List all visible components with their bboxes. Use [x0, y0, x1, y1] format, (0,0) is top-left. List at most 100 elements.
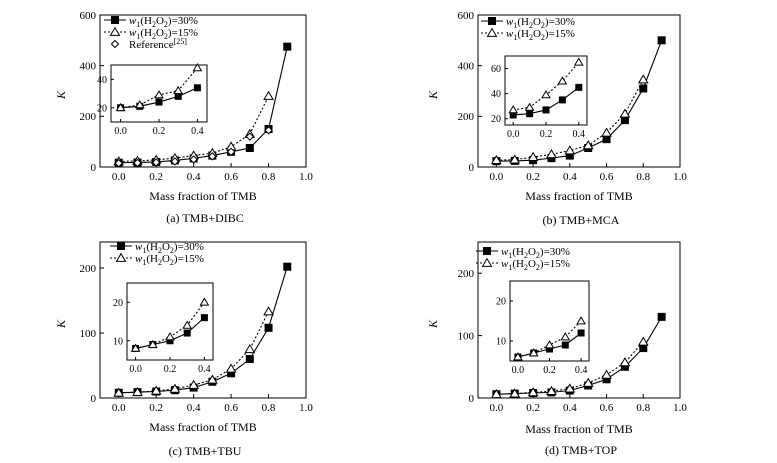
- panel-d-series-0-line: [496, 316, 663, 395]
- panel-b-series-0-point-9: [657, 36, 666, 45]
- panel-b-axis-ytick-label-3: 600: [458, 10, 475, 22]
- panel-b-inset-axis-xtick-label-1: 0.2: [540, 129, 553, 140]
- panel-b-series-1-point-1: [509, 154, 521, 164]
- panel-c-inset-series-1-point-4: [199, 297, 210, 306]
- panel-c-inset-series-1-point-1: [147, 339, 158, 348]
- panel-d-axis-ytick-label-0: 0: [469, 393, 475, 405]
- panel-d-inset-axis-xtick-label-2: 0.4: [575, 365, 588, 376]
- panel-b-inset-series-1-point-3: [557, 76, 568, 85]
- panel-b-series-0-point-7: [620, 116, 629, 125]
- panel-b-axis-xtick-label-0: 0.0: [489, 171, 503, 183]
- panel-d: 0.0 0.2 0.4 0.6 0.8 1.0 0 100 200 K Mass fraction …: [426, 241, 687, 457]
- panel-d-legend-label-0: w1(H2O2)=30%: [501, 246, 570, 260]
- panel-b-series-0-line: [496, 40, 663, 162]
- panel-a-inset-series-1-point-0: [115, 102, 126, 112]
- panel-d-inset: 0.0 0.2 0.4 10 20: [496, 280, 590, 376]
- panel-c-series-1-point-2: [150, 385, 162, 395]
- panel-a-axis-ytick-label-1: 200: [80, 111, 97, 123]
- panel-b-series-1-point-0: [490, 154, 502, 164]
- panel-c-inset-series-0-point-4: [200, 314, 208, 322]
- panel-a-inset-series-1-point-3: [173, 85, 184, 94]
- panel-c-series-1-point-5: [206, 374, 218, 384]
- panel-b-series-1-point-3: [546, 149, 557, 159]
- panel-c-series-1-line: [118, 311, 270, 394]
- panel-c-series-1-point-1: [132, 386, 143, 396]
- panel-c-legend-label-1: w1(H2O2)=15%: [135, 253, 204, 267]
- panel-a-axis-ytick-label-3: 600: [80, 10, 97, 22]
- panel-b-inset: 0.0 0.2 0.4 20 40 60: [491, 55, 588, 140]
- panel-b-inset-series-1-point-4: [573, 57, 584, 66]
- panel-d-xlabel: Mass fraction of TMB: [525, 422, 632, 436]
- panel-c-inset: 0.0 0.2 0.4 10 20: [113, 282, 214, 375]
- panel-a-ylabel: K: [54, 90, 68, 100]
- panel-b-series-1-point-4: [564, 145, 576, 155]
- panel-c-inset-axis-xtick-label-1: 0.2: [164, 364, 177, 375]
- panel-c-axis-xtick-label-1: 0.2: [149, 402, 163, 414]
- panel-d-series-1-point-4: [564, 383, 576, 393]
- panel-d-axis-xtick-label-1: 0.2: [526, 402, 540, 414]
- panel-d-inset-series-0-point-4: [577, 329, 585, 337]
- panel-b-series-1-line: [496, 79, 644, 161]
- panel-b-axis-xtick-label-5: 1.0: [673, 171, 687, 183]
- panel-c-axis-xtick-label-5: 1.0: [299, 402, 313, 414]
- panel-d-axis-ytick-label-1: 100: [458, 330, 475, 342]
- panel-c-inset-axis-xtick-label-0: 0.0: [129, 364, 142, 375]
- panel-c-inset-series-1-point-3: [182, 320, 193, 329]
- panel-d-legend: w1(H2O2)=30%w1(H2O2)=15%: [476, 246, 570, 272]
- panel-a-legend-marker-1: [109, 26, 121, 36]
- panel-d-inset-axis-ytick-label-1: 20: [496, 297, 506, 308]
- panel-c-legend-marker-1: [115, 252, 127, 262]
- panel-b-inset-series-0-point-1: [526, 110, 534, 118]
- panel-a-series-0-point-9: [283, 42, 292, 51]
- panel-d-inset-series-0-point-3: [561, 341, 569, 349]
- panel-c-series-1-point-4: [188, 379, 200, 389]
- panel-b-series-0-point-8: [639, 84, 648, 93]
- panel-d-axis-xtick-label-5: 1.0: [673, 402, 687, 414]
- panel-b-inset-series-1-point-2: [541, 90, 551, 99]
- panel-d-inset-series-1-point-1: [528, 348, 539, 357]
- panel-a-inset-series-0-point-4: [193, 84, 201, 92]
- panel-a-series-2-point-5: [208, 152, 217, 161]
- panel-b-series-1-point-5: [582, 140, 594, 150]
- panel-b-inset-series-1-point-1: [524, 102, 535, 111]
- panel-a-inset-series-1-point-2: [154, 90, 164, 99]
- panel-a-inset-axis-xtick-label-0: 0.0: [114, 126, 127, 137]
- panel-a-inset-axis-ytick-label-1: 40: [97, 75, 107, 86]
- panel-a-axis-xtick-label-0: 0.0: [112, 171, 126, 183]
- panel-c-inset-series-1-point-2: [165, 332, 175, 341]
- panel-a-inset-series-0-point-2: [155, 98, 163, 106]
- panel-c-axis-ytick-label-0: 0: [91, 393, 97, 405]
- panel-a-legend-marker-2: [110, 39, 120, 49]
- panel-c-series-0-point-8: [264, 323, 273, 332]
- panel-c-caption: (c) TMB+TBU: [169, 444, 242, 458]
- panel-d-axis-xtick-label-2: 0.4: [563, 402, 577, 414]
- panel-c-axis-ytick-label-2: 200: [80, 263, 97, 275]
- panel-b-series-1-point-2: [527, 151, 539, 161]
- panel-b-inset-series-1-point-0: [508, 105, 519, 114]
- panel-a-xlabel: Mass fraction of TMB: [149, 189, 256, 203]
- panel-c-legend-label-0: w1(H2O2)=30%: [135, 241, 204, 255]
- panel-d-series-1-point-8: [637, 336, 649, 346]
- panel-b-legend-label-0: w1(H2O2)=30%: [506, 16, 575, 30]
- panel-b-inset-axis-ytick-label-1: 40: [491, 89, 501, 100]
- panel-b-legend: w1(H2O2)=30%w1(H2O2)=15%: [481, 16, 575, 42]
- panel-d-legend-label-1: w1(H2O2)=15%: [501, 258, 570, 272]
- panel-b-axis-xtick-label-3: 0.6: [600, 171, 614, 183]
- panel-b-inset-series-0-point-3: [558, 96, 566, 104]
- panel-b-legend-marker-1: [486, 27, 498, 37]
- panel-a-legend-label-0: w1(H2O2)=30%: [129, 15, 198, 29]
- panel-b-ylabel: K: [426, 90, 440, 100]
- panel-c-inset-axis-xtick-label-2: 0.4: [198, 364, 211, 375]
- panel-d-inset-series-1-point-4: [576, 316, 586, 325]
- panel-c-inset-series-0-point-3: [183, 329, 191, 337]
- panel-d-series-1-point-2: [527, 387, 539, 397]
- panel-b-series-1-point-7: [619, 108, 631, 118]
- panel-d-inset-series-1-point-0: [513, 352, 523, 361]
- panel-c-axis-xtick-label-0: 0.0: [112, 402, 126, 414]
- panel-c-series-1-point-6: [225, 363, 237, 373]
- panel-d-inset-series-1-point-2: [544, 340, 555, 349]
- panel-c-axis-ytick-label-1: 100: [80, 328, 97, 340]
- panel-b-axis-xtick-label-1: 0.2: [526, 171, 540, 183]
- panel-b-inset-series-0-point-4: [575, 83, 583, 91]
